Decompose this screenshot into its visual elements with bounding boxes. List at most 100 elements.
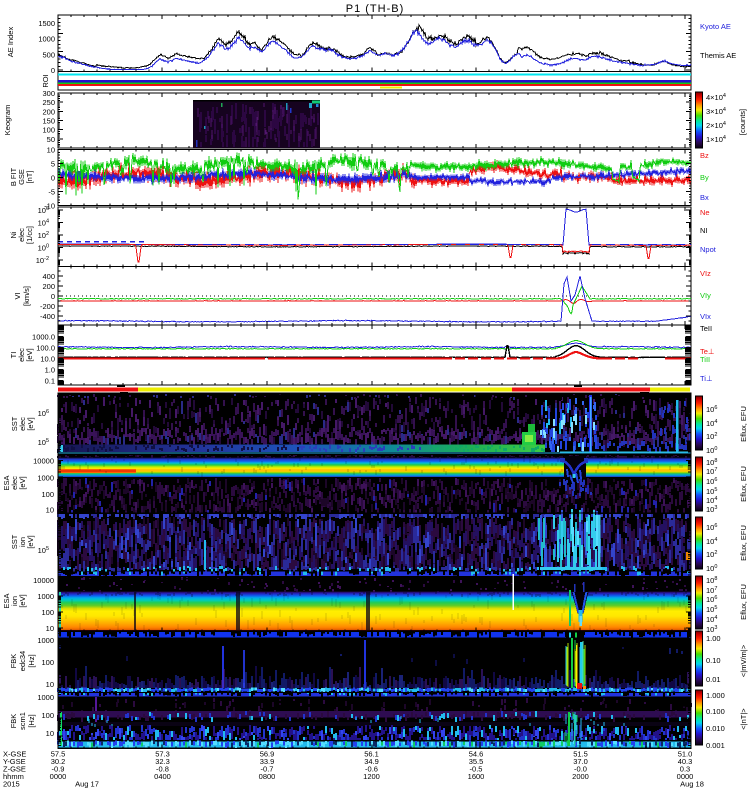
svg-text:100.0: 100.0: [36, 344, 55, 353]
svg-text:104: 104: [706, 537, 717, 546]
svg-text:elec: elec: [10, 476, 19, 490]
svg-text:X-GSE: X-GSE: [3, 750, 26, 759]
svg-text:FBK: FBK: [9, 714, 18, 729]
svg-text:[nT]: [nT]: [25, 171, 34, 184]
svg-text:10: 10: [46, 624, 54, 633]
svg-text:0.100: 0.100: [706, 707, 725, 716]
svg-text:200: 200: [42, 282, 55, 291]
svg-text:300: 300: [42, 89, 55, 98]
svg-text:105: 105: [706, 487, 717, 496]
svg-text:[km/s]: [km/s]: [22, 286, 31, 306]
svg-text:0: 0: [51, 66, 55, 75]
svg-text:107: 107: [706, 586, 717, 595]
svg-text:5: 5: [51, 160, 55, 169]
svg-text:[1/cc]: [1/cc]: [25, 226, 34, 244]
svg-text:104: 104: [38, 219, 49, 228]
svg-text:57.5: 57.5: [51, 750, 66, 759]
svg-text:104: 104: [706, 496, 717, 505]
svg-text:102: 102: [706, 550, 717, 559]
svg-text:0.10: 0.10: [706, 656, 721, 665]
svg-text:104: 104: [706, 615, 717, 624]
svg-text:10: 10: [47, 146, 55, 155]
svg-text:TiII: TiII: [700, 355, 710, 364]
svg-text:100: 100: [41, 658, 54, 667]
svg-text:500: 500: [42, 50, 55, 59]
svg-text:250: 250: [42, 98, 55, 107]
svg-text:-5: -5: [48, 188, 55, 197]
svg-text:3×104: 3×104: [706, 107, 726, 116]
svg-text:[eV]: [eV]: [26, 535, 35, 548]
svg-text:ROI: ROI: [41, 74, 50, 87]
svg-text:103: 103: [706, 625, 717, 634]
svg-text:0.001: 0.001: [706, 741, 725, 750]
svg-text:2×104: 2×104: [706, 121, 726, 130]
svg-text:0.3: 0.3: [680, 765, 690, 774]
svg-text:10000: 10000: [33, 576, 54, 585]
svg-text:150: 150: [42, 117, 55, 126]
svg-text:[counts]: [counts]: [738, 109, 747, 135]
svg-text:1000.0: 1000.0: [32, 333, 55, 342]
svg-text:0000: 0000: [50, 772, 67, 781]
svg-text:hhmm: hhmm: [3, 772, 24, 781]
svg-text:ion: ion: [10, 596, 19, 606]
svg-text:Ni: Ni: [9, 231, 18, 238]
svg-text:1500: 1500: [38, 19, 55, 28]
svg-text:1200: 1200: [363, 772, 380, 781]
svg-text:-400: -400: [40, 312, 55, 321]
svg-text:105: 105: [38, 546, 49, 555]
svg-text:1600: 1600: [468, 772, 485, 781]
svg-text:105: 105: [38, 438, 49, 447]
svg-text:ESA: ESA: [2, 475, 11, 490]
svg-text:1.0: 1.0: [45, 366, 55, 375]
svg-text:10: 10: [46, 506, 54, 515]
svg-text:VIz: VIz: [700, 269, 711, 278]
svg-text:104: 104: [706, 419, 717, 428]
svg-text:ESA: ESA: [2, 593, 11, 608]
svg-text:Eflux, EFU: Eflux, EFU: [739, 406, 748, 442]
svg-text:2000: 2000: [572, 772, 589, 781]
svg-text:10.0: 10.0: [40, 355, 55, 364]
svg-text:37.0: 37.0: [573, 757, 588, 766]
svg-text:34.9: 34.9: [364, 757, 379, 766]
svg-text:edc34: edc34: [18, 651, 27, 671]
svg-text:FBK: FBK: [9, 654, 18, 669]
svg-text:<|nT|>: <|nT|>: [739, 708, 748, 730]
svg-text:Bz: Bz: [700, 151, 709, 160]
svg-text:33.9: 33.9: [260, 757, 275, 766]
svg-text:ion: ion: [18, 537, 27, 547]
svg-text:[eV]: [eV]: [18, 594, 27, 607]
svg-text:Kyoto AE: Kyoto AE: [700, 22, 731, 31]
svg-text:Aug 17: Aug 17: [75, 780, 99, 789]
svg-text:108: 108: [706, 458, 717, 467]
svg-text:NI: NI: [700, 226, 708, 235]
svg-text:1000: 1000: [37, 592, 54, 601]
svg-text:1000: 1000: [37, 636, 54, 645]
svg-text:54.6: 54.6: [469, 750, 484, 759]
svg-text:Eflux, EFU: Eflux, EFU: [739, 584, 748, 620]
svg-text:100: 100: [706, 446, 717, 455]
svg-text:0: 0: [51, 292, 55, 301]
svg-text:56.1: 56.1: [364, 750, 379, 759]
svg-text:100: 100: [38, 244, 49, 253]
svg-text:0000: 0000: [677, 772, 694, 781]
svg-text:TI: TI: [9, 352, 18, 359]
svg-text:102: 102: [38, 231, 49, 240]
svg-text:Ne: Ne: [700, 208, 710, 217]
svg-text:[Hz]: [Hz]: [27, 654, 36, 667]
svg-text:By: By: [700, 173, 709, 182]
svg-text:Eflux, EFU: Eflux, EFU: [739, 525, 748, 561]
svg-text:GSE: GSE: [17, 169, 26, 185]
svg-text:0: 0: [51, 174, 55, 183]
svg-text:elec: elec: [17, 348, 26, 362]
svg-text:[eV]: [eV]: [18, 476, 27, 489]
svg-text:Z-GSE: Z-GSE: [3, 765, 26, 774]
svg-text:Y-GSE: Y-GSE: [3, 757, 26, 766]
svg-text:10: 10: [46, 729, 54, 738]
svg-text:VI: VI: [13, 292, 22, 299]
svg-text:10000: 10000: [33, 457, 54, 466]
svg-text:1000: 1000: [37, 474, 54, 483]
svg-text:VIy: VIy: [700, 291, 711, 300]
svg-text:102: 102: [706, 432, 717, 441]
svg-text:-0.0: -0.0: [574, 765, 587, 774]
svg-text:40.3: 40.3: [678, 757, 693, 766]
